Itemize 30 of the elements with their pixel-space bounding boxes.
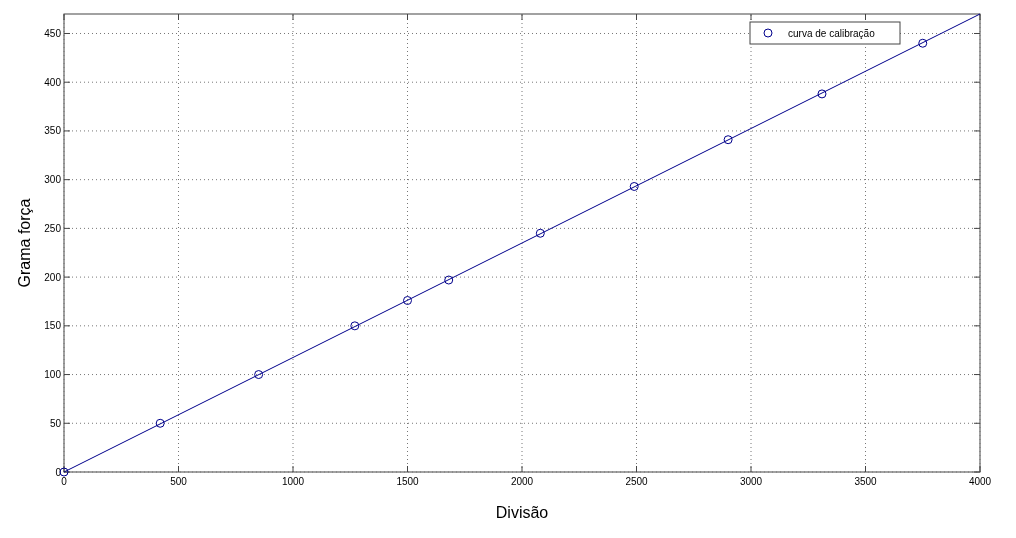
y-tick-label: 200	[44, 271, 62, 283]
x-tick-label: 2500	[625, 476, 649, 487]
x-tick-label: 1000	[281, 476, 305, 487]
y-tick-label: 50	[49, 417, 62, 429]
point	[918, 38, 928, 48]
y-tick-label: 150	[44, 320, 62, 332]
x-tick-label: 3500	[854, 476, 878, 487]
y-tick-label: 450	[44, 27, 62, 39]
y-axis-title: Grama força	[16, 198, 33, 288]
x-tick-label: 1500	[396, 476, 420, 487]
point	[444, 275, 454, 285]
legend-label: curva de calibração	[788, 27, 876, 39]
x-tick-label: 2000	[510, 476, 534, 487]
point	[629, 181, 639, 191]
point	[254, 370, 264, 380]
x-tick-label: 4000	[968, 476, 992, 487]
point	[350, 321, 360, 331]
y-tick-label: 100	[44, 369, 62, 381]
point	[535, 228, 545, 238]
x-axis-title: Divisão	[495, 504, 549, 521]
point	[723, 135, 733, 145]
y-tick-label: 300	[44, 174, 62, 186]
x-tick-label: 3000	[739, 476, 763, 487]
x-tick-label: 500	[170, 476, 188, 487]
point	[403, 295, 412, 305]
y-tick-label: 400	[44, 76, 62, 88]
y-tick-label: 350	[44, 125, 62, 137]
y-tick-label: 250	[44, 222, 62, 234]
point	[155, 418, 165, 428]
point	[817, 89, 827, 99]
